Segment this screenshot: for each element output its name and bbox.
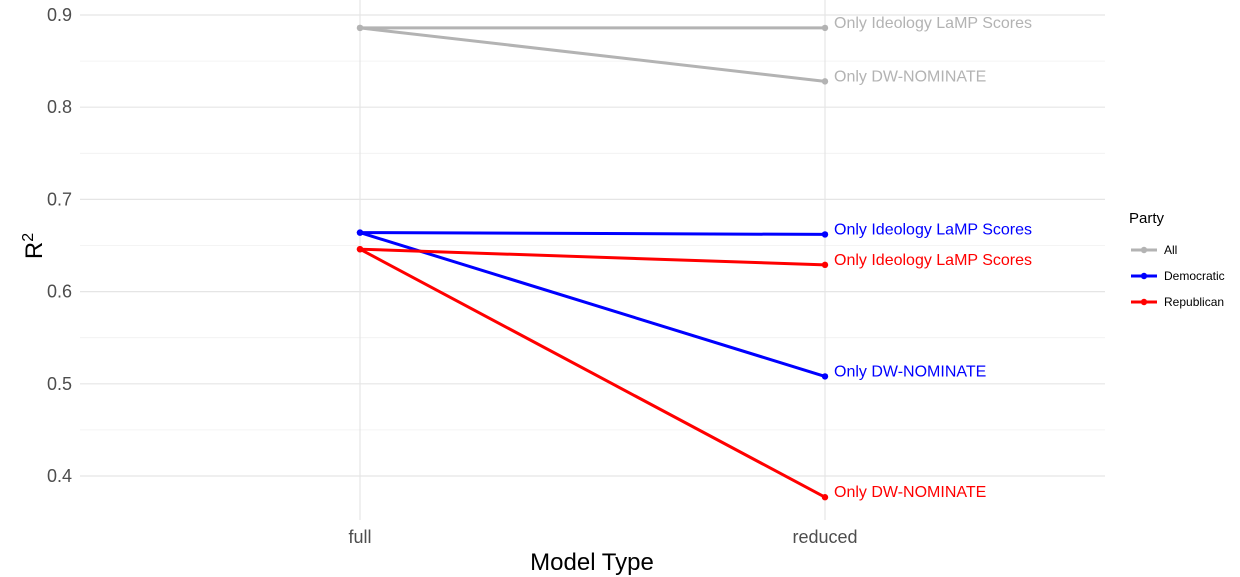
y-tick-label: 0.4 [47, 466, 72, 486]
legend-entry: Republican [1131, 295, 1224, 309]
series-lines [359, 26, 826, 499]
series-end-label: Only Ideology LaMP Scores [834, 221, 1032, 238]
x-tick-label: full [348, 527, 371, 547]
legend-entry: Democratic [1131, 269, 1225, 283]
legend-title: Party [1129, 210, 1165, 227]
data-point [821, 494, 829, 501]
data-point [356, 24, 364, 32]
series-end-label: Only DW-NOMINATE [834, 484, 986, 501]
grid [80, 0, 1105, 520]
series-line [359, 247, 826, 267]
legend-label: Democratic [1164, 269, 1225, 283]
legend-key-point [1140, 246, 1148, 254]
series-line [359, 231, 826, 378]
y-tick-label: 0.9 [47, 5, 72, 25]
series-end-label: Only DW-NOMINATE [834, 363, 986, 380]
legend-key-point [1140, 272, 1148, 280]
data-point [821, 24, 829, 32]
data-point [821, 373, 829, 380]
legend-entry: All [1131, 243, 1177, 257]
series-points [356, 24, 829, 501]
x-tick-label: reduced [792, 527, 857, 547]
series-end-label: Only Ideology LaMP Scores [834, 15, 1032, 32]
y-axis-ticks: 0.4 0.5 0.6 0.7 0.8 0.9 [47, 5, 72, 486]
data-point [821, 231, 829, 238]
data-point [356, 229, 364, 236]
x-axis-title: Model Type [530, 549, 654, 576]
y-tick-label: 0.8 [47, 97, 72, 117]
series-line [359, 26, 826, 83]
series-end-label: Only Ideology LaMP Scores [834, 252, 1032, 269]
series-line [359, 231, 826, 236]
legend-label: Republican [1164, 295, 1224, 309]
y-tick-label: 0.7 [47, 189, 72, 209]
legend-key-point [1140, 298, 1148, 306]
data-point [821, 261, 829, 269]
data-point [821, 78, 829, 85]
series-line [359, 247, 826, 499]
x-axis-ticks: full reduced [348, 527, 857, 547]
legend-label: All [1164, 243, 1177, 257]
series-labels: Only Ideology LaMP Scores Only DW-NOMINAT… [834, 15, 1032, 501]
y-tick-label: 0.5 [47, 374, 72, 394]
legend: Party All Democratic Republican [1129, 210, 1225, 309]
data-point [356, 245, 364, 253]
y-tick-label: 0.6 [47, 282, 72, 302]
y-axis-title: R2 [20, 233, 48, 259]
series-end-label: Only DW-NOMINATE [834, 68, 986, 85]
